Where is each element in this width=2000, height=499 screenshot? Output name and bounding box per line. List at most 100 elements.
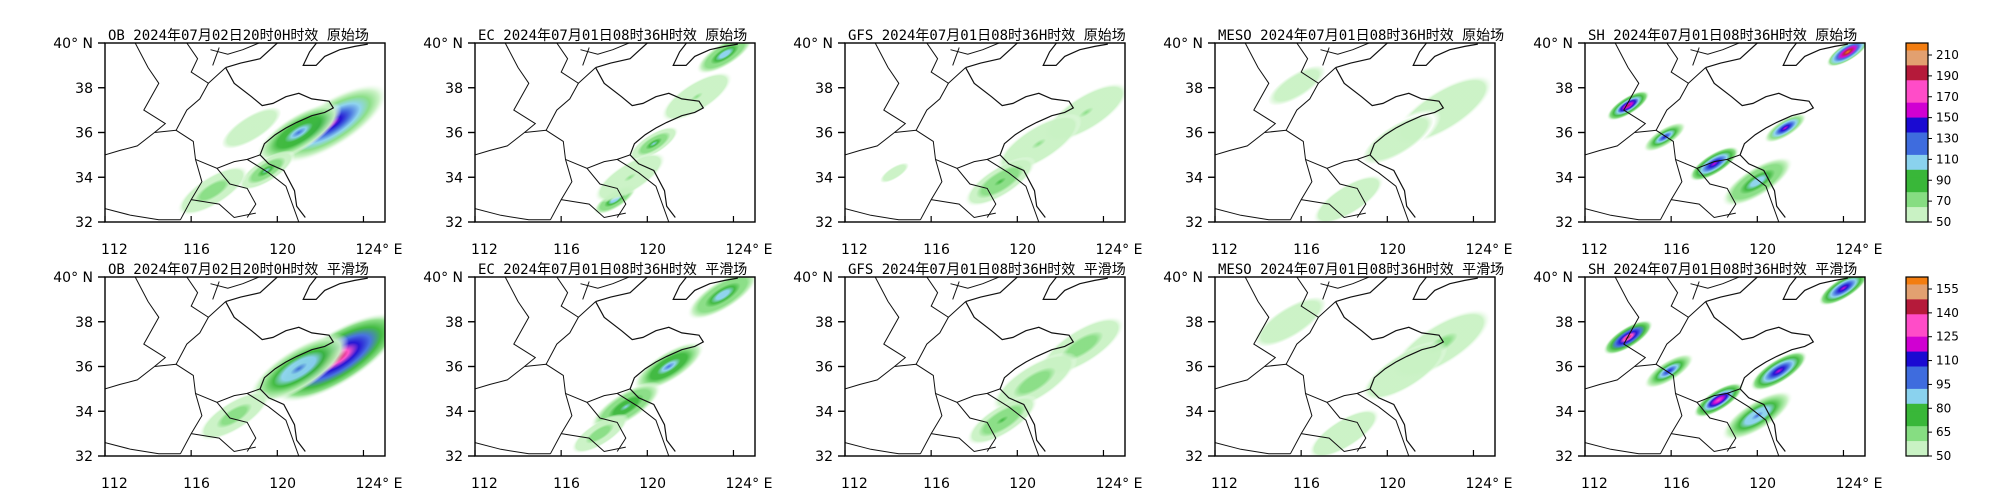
colorbar-tick-label: 70 (1936, 194, 1951, 208)
province-border (616, 392, 670, 456)
lat-tick-label: 38 (1185, 81, 1203, 97)
colorbar-segment (1906, 373, 1928, 383)
precip-blob (964, 156, 1037, 207)
province-border (580, 43, 631, 55)
province-border (919, 393, 943, 455)
province-border (1690, 277, 1741, 289)
province-border (1296, 277, 1336, 318)
province-border (915, 317, 949, 365)
province-border (1659, 159, 1683, 221)
province-border (874, 43, 907, 133)
lat-tick-label: 36 (445, 360, 463, 376)
lon-tick-label: 124° E (1835, 242, 1882, 258)
lon-tick-label: 116 (183, 242, 210, 258)
colorbar-segment (1906, 207, 1928, 216)
province-border (1289, 159, 1313, 221)
colorbar-segment (1906, 418, 1928, 427)
map-panel: MESO 2024年07月01日08时36H时效 平滑场 40° N 38 36 34 3… (1163, 261, 1512, 492)
coastline-shandong (225, 301, 335, 452)
province-border (1326, 167, 1367, 218)
map-panel: GFS 2024年07月01日08时36H时效 平滑场 40° N 38 36 34 32… (793, 261, 1142, 492)
province-border (175, 317, 209, 365)
lat-tick-label: 34 (815, 170, 833, 186)
province-border (1296, 43, 1336, 84)
province-border (1634, 129, 1741, 169)
lon-tick-label: 124° E (1465, 242, 1512, 258)
colorbar-tick-label: 50 (1936, 449, 1951, 463)
lat-tick-label: 38 (75, 81, 93, 97)
province-border (931, 433, 996, 453)
colorbar-segment (1906, 57, 1928, 66)
colorbar-segment (1906, 351, 1928, 360)
province-border (926, 43, 966, 84)
lon-tick-label: 116 (923, 242, 950, 258)
province-border (475, 132, 525, 156)
lon-tick-label: 112 (1211, 476, 1238, 492)
lat-tick-label: 34 (1555, 404, 1573, 420)
province-border (956, 401, 997, 452)
coastline-shandong (965, 301, 1075, 452)
precip-blob (628, 126, 679, 162)
colorbar-segment (1906, 448, 1928, 457)
province-border (952, 47, 960, 66)
boundaries (475, 43, 738, 222)
lon-tick-label: 116 (1663, 476, 1690, 492)
precip-blob (686, 277, 755, 321)
colorbar-segment (1906, 65, 1928, 74)
lat-tick-label: 40° N (423, 270, 463, 286)
coastline-bohai (225, 277, 368, 303)
precip-blob (1643, 353, 1695, 389)
province-border (1322, 281, 1330, 300)
precip-field (872, 82, 1125, 207)
lon-tick-label: 112 (471, 242, 498, 258)
province-border (952, 281, 960, 300)
province-border (191, 433, 256, 453)
colorbar-segment (1906, 411, 1928, 420)
lat-tick-label: 34 (1185, 170, 1203, 186)
colorbar-segment (1906, 147, 1928, 156)
colorbar-tick-label: 155 (1936, 282, 1959, 296)
colorbar-tick-label: 50 (1936, 215, 1951, 229)
province-border (246, 158, 300, 222)
lat-tick-label: 40° N (793, 270, 833, 286)
province-border (549, 159, 573, 221)
province-border (1301, 433, 1366, 453)
colorbar-tick-label: 210 (1936, 48, 1959, 62)
panel-title: OB 2024年07月02日20时0H时效 原始场 (108, 28, 369, 44)
precip-blob (1826, 43, 1865, 67)
colorbar-segment (1906, 433, 1928, 442)
province-border (586, 167, 627, 218)
coastline-shandong (595, 67, 705, 218)
province-border (524, 363, 631, 403)
lat-tick-label: 32 (75, 449, 93, 465)
colorbar-tick-label: 95 (1936, 377, 1951, 391)
lat-tick-label: 36 (75, 126, 93, 142)
colorbar-segment (1906, 329, 1928, 338)
province-border (915, 83, 949, 131)
province-border (191, 199, 256, 219)
panel-title: MESO 2024年07月01日08时36H时效 平滑场 (1218, 261, 1504, 278)
lon-tick-label: 124° E (355, 476, 402, 492)
lon-tick-label: 124° E (1835, 476, 1882, 492)
province-border (1244, 43, 1277, 133)
province-border (1614, 277, 1647, 367)
lon-tick-label: 116 (183, 476, 210, 492)
precip-field (198, 312, 385, 441)
colorbar-frame (1905, 276, 1929, 457)
colorbar-segment (1906, 139, 1928, 149)
boundaries (475, 277, 738, 456)
province-border (1322, 47, 1330, 66)
lat-tick-label: 40° N (1163, 270, 1203, 286)
boundaries (1585, 43, 1848, 222)
province-border (1264, 363, 1371, 403)
province-border (475, 366, 525, 390)
precip-blob (1643, 121, 1687, 153)
province-border (1666, 43, 1706, 84)
precip-blob (872, 157, 917, 188)
colorbar-segment (1906, 336, 1928, 345)
province-border (1726, 158, 1780, 222)
lat-tick-label: 36 (75, 360, 93, 376)
province-border (154, 129, 261, 169)
province-border (950, 277, 1001, 289)
lon-tick-label: 120 (1379, 476, 1406, 492)
